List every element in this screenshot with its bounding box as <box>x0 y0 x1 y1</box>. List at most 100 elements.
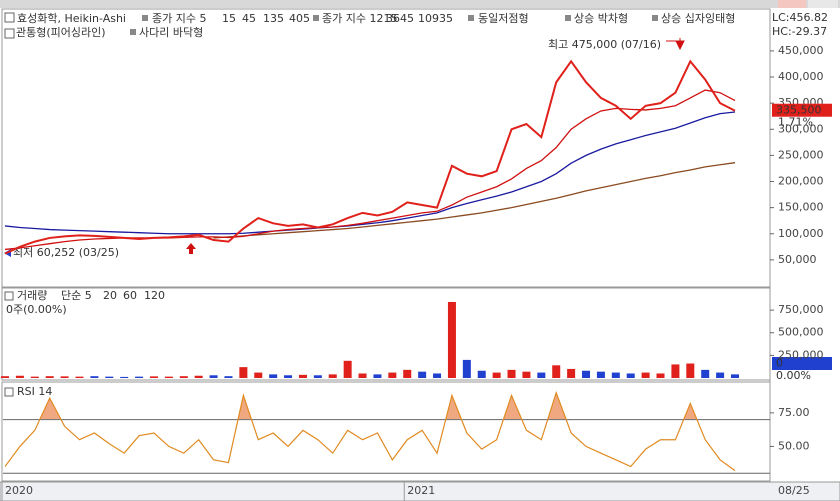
pattern: 사다리 바닥형 <box>139 26 203 39</box>
volume-bar <box>492 372 501 378</box>
volume-ma-period: 120 <box>144 289 165 302</box>
checkbox[interactable] <box>4 12 15 23</box>
pattern: 동일저점형 <box>478 11 529 25</box>
volume-bar <box>596 371 605 378</box>
ma-period: 45 <box>242 12 256 25</box>
checkbox[interactable] <box>4 387 14 397</box>
volume-bar <box>1 376 9 378</box>
legend-square <box>313 15 319 21</box>
volume-bar <box>60 376 69 378</box>
volume-bar <box>164 376 173 378</box>
y-tick-label: 75.00 <box>778 406 810 419</box>
hc-label: HC:-29.37 <box>772 25 827 38</box>
date-label: 08/25 <box>778 484 810 497</box>
volume-bar <box>224 376 233 378</box>
y-tick-label: 50.00 <box>778 439 810 452</box>
y-tick-label: 150,000 <box>778 201 824 214</box>
high-annotation: 최고 475,000 (07/16) <box>548 38 661 51</box>
volume-bar <box>90 376 99 378</box>
volume-bar <box>45 376 54 378</box>
ma-period: 405 <box>289 12 310 25</box>
volume-bar <box>447 301 456 378</box>
pattern: 상승 박차형 <box>574 12 628 25</box>
legend-square <box>130 29 136 35</box>
current-volume: 0 <box>776 357 783 370</box>
volume-ma-label: 단순 5 <box>61 289 92 302</box>
volume-bar <box>120 376 129 378</box>
volume-bar <box>179 376 188 378</box>
volume-bar <box>105 376 114 378</box>
x-tick-label: 2021 <box>407 484 435 497</box>
checkbox[interactable] <box>4 291 14 301</box>
rsi-title: RSI 14 <box>17 385 52 398</box>
volume-bar <box>611 372 620 378</box>
volume-bar <box>626 373 635 378</box>
volume-bar <box>313 375 322 378</box>
sell-button[interactable] <box>808 0 838 8</box>
price-line <box>4 59 736 255</box>
volume-ma-period: 60 <box>123 289 137 302</box>
legend-square <box>652 15 658 21</box>
volume-bar <box>477 370 486 378</box>
pattern: 상승 십자잉태형 <box>661 12 735 25</box>
y-tick-label: 400,000 <box>778 70 824 83</box>
y-tick-label: 750,000 <box>778 303 824 316</box>
volume-bar <box>75 376 84 378</box>
volume-bar <box>686 363 695 378</box>
pattern-marker <box>186 243 196 254</box>
last-price-label: 335,500 <box>776 104 822 117</box>
volume-bar <box>135 376 144 378</box>
y-tick-label: 450,000 <box>778 44 824 57</box>
y-tick-label: 300,000 <box>778 122 824 135</box>
volume-bar <box>269 374 278 378</box>
volume-bar <box>239 367 248 378</box>
y-tick-label: 250,000 <box>778 348 824 361</box>
rsi-line <box>4 390 736 472</box>
buy-button[interactable] <box>778 0 806 8</box>
volume-bar <box>343 360 352 378</box>
ma-period: 10935 <box>418 12 453 25</box>
moving-average <box>4 111 736 235</box>
y-tick-label: 100,000 <box>778 227 824 240</box>
volume-bar <box>582 370 591 378</box>
ma-label: 종가 지수 5 <box>152 12 206 25</box>
volume-bar <box>358 373 367 378</box>
volume-bar <box>209 375 218 378</box>
moving-average <box>213 162 736 239</box>
change-label: 1.71% <box>778 116 813 129</box>
ma-period: 3645 <box>386 12 414 25</box>
lc-label: LC:456.82 <box>772 11 828 24</box>
volume-bar <box>433 373 442 378</box>
volume-ma-period: 20 <box>103 289 117 302</box>
current-volume-pct: 0.00% <box>776 369 811 382</box>
position-label: 0주(0.00%) <box>6 303 67 316</box>
volume-bar <box>507 369 516 378</box>
volume-bar <box>15 375 24 378</box>
volume-bar <box>373 374 382 378</box>
ma2-label: 종가 지수 1215 <box>322 12 397 25</box>
checkbox[interactable] <box>4 28 15 39</box>
volume-bar <box>30 376 39 378</box>
volume-bar <box>194 375 203 378</box>
volume-bar <box>537 372 546 378</box>
volume-bar <box>701 369 710 378</box>
volume-bar <box>418 371 427 378</box>
low-annotation: 최저 60,252 (03/25) <box>13 246 119 259</box>
current-volume-box <box>772 357 832 370</box>
volume-bar <box>462 359 471 378</box>
volume-bar <box>284 375 293 378</box>
y-tick-label: 250,000 <box>778 148 824 161</box>
top-strip <box>0 0 840 8</box>
y-tick-label: 500,000 <box>778 326 824 339</box>
volume-bar <box>656 373 665 378</box>
volume-bar <box>731 374 739 378</box>
y-tick-label: 200,000 <box>778 175 824 188</box>
volume-bar <box>552 365 561 378</box>
volume-bar <box>522 371 531 378</box>
ma-period: 15 <box>222 12 236 25</box>
volume-bar <box>716 372 725 378</box>
volume-bar <box>671 364 680 378</box>
pattern: 관통형(피어싱라인) <box>16 26 106 39</box>
